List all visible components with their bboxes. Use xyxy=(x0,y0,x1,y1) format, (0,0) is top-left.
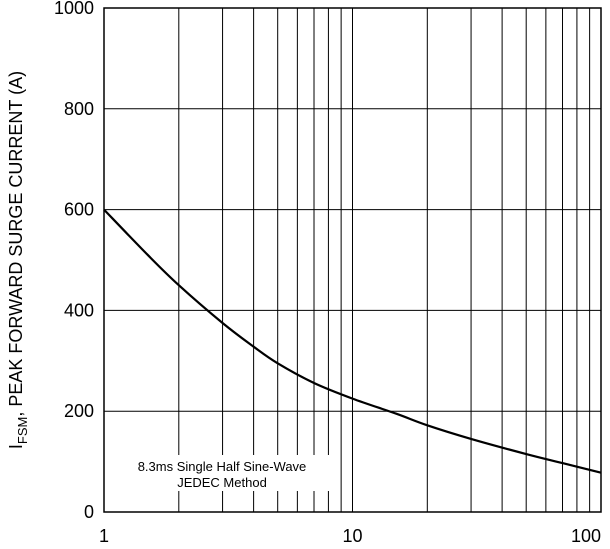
x-tick-label: 1 xyxy=(99,526,109,546)
x-tick-label: 100 xyxy=(571,526,601,546)
annotation-line-1: 8.3ms Single Half Sine-Wave xyxy=(138,459,307,474)
y-tick-label: 600 xyxy=(64,200,94,220)
x-tick-label: 10 xyxy=(342,526,362,546)
y-tick-label: 1000 xyxy=(54,0,94,18)
y-axis-label-text: , PEAK FORWARD SURGE CURRENT (A) xyxy=(6,71,26,417)
y-tick-label: 0 xyxy=(84,502,94,522)
y-axis-label-symbol: I xyxy=(6,444,26,449)
series-layer xyxy=(103,208,602,474)
tick-labels: 0 200 400 600 800 1000 1 10 100 xyxy=(54,0,601,546)
series-line-0 xyxy=(103,208,602,474)
y-tick-label: 800 xyxy=(64,99,94,119)
annotation-line-2: JEDEC Method xyxy=(177,475,267,490)
y-tick-label: 400 xyxy=(64,300,94,320)
plot-frame xyxy=(103,7,602,513)
y-axis-label-subscript: FSM xyxy=(15,417,30,444)
y-axis-label: IFSM, PEAK FORWARD SURGE CURRENT (A) xyxy=(6,71,30,449)
annotation-box xyxy=(108,455,336,491)
grid-lines xyxy=(104,8,601,512)
y-tick-label: 200 xyxy=(64,401,94,421)
